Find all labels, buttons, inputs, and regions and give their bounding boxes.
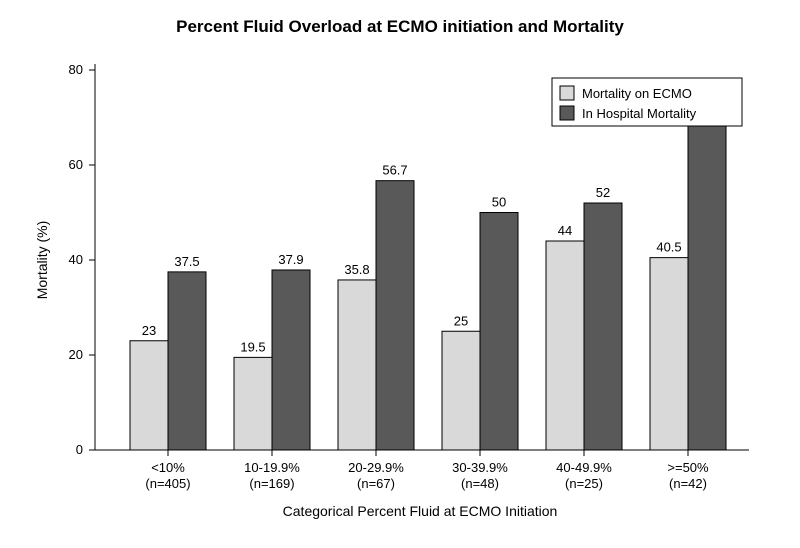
- x-tick-sublabel: (n=405): [145, 476, 190, 491]
- x-tick-label: 10-19.9%: [244, 460, 300, 475]
- legend-swatch: [560, 86, 574, 100]
- bar: [272, 270, 310, 450]
- bar-value-label: 37.5: [174, 254, 199, 269]
- bar: [338, 280, 376, 450]
- bar: [480, 213, 518, 451]
- bar-value-label: 37.9: [278, 252, 303, 267]
- bar-value-label: 35.8: [344, 262, 369, 277]
- bar: [168, 272, 206, 450]
- y-tick-label: 40: [69, 252, 83, 267]
- bar-value-label: 25: [454, 313, 468, 328]
- bar-value-label: 44: [558, 223, 572, 238]
- bar-value-label: 52: [596, 185, 610, 200]
- x-tick-sublabel: (n=67): [357, 476, 395, 491]
- x-tick-label: <10%: [151, 460, 185, 475]
- bar: [442, 331, 480, 450]
- y-tick-label: 60: [69, 157, 83, 172]
- x-axis-label: Categorical Percent Fluid at ECMO Initia…: [283, 503, 558, 519]
- y-tick-label: 20: [69, 347, 83, 362]
- bar: [376, 181, 414, 450]
- bar: [130, 341, 168, 450]
- bar-value-label: 40.5: [656, 240, 681, 255]
- bar-value-label: 23: [142, 323, 156, 338]
- x-tick-sublabel: (n=48): [461, 476, 499, 491]
- legend-label: In Hospital Mortality: [582, 106, 697, 121]
- bar-value-label: 50: [492, 195, 506, 210]
- legend-swatch: [560, 106, 574, 120]
- x-tick-label: 40-49.9%: [556, 460, 612, 475]
- bar: [546, 241, 584, 450]
- legend-label: Mortality on ECMO: [582, 86, 692, 101]
- bar: [650, 258, 688, 450]
- y-tick-label: 80: [69, 62, 83, 77]
- x-tick-sublabel: (n=25): [565, 476, 603, 491]
- x-tick-label: >=50%: [667, 460, 709, 475]
- x-tick-label: 20-29.9%: [348, 460, 404, 475]
- bar-value-label: 56.7: [382, 163, 407, 178]
- chart-title: Percent Fluid Overload at ECMO initiatio…: [176, 17, 624, 36]
- x-tick-sublabel: (n=42): [669, 476, 707, 491]
- bar: [584, 203, 622, 450]
- x-tick-sublabel: (n=169): [249, 476, 294, 491]
- y-tick-label: 0: [76, 442, 83, 457]
- bar: [688, 122, 726, 450]
- bar-value-label: 19.5: [240, 339, 265, 354]
- mortality-bar-chart: Percent Fluid Overload at ECMO initiatio…: [0, 0, 800, 548]
- x-tick-label: 30-39.9%: [452, 460, 508, 475]
- y-axis-label: Mortality (%): [34, 221, 50, 300]
- bar: [234, 357, 272, 450]
